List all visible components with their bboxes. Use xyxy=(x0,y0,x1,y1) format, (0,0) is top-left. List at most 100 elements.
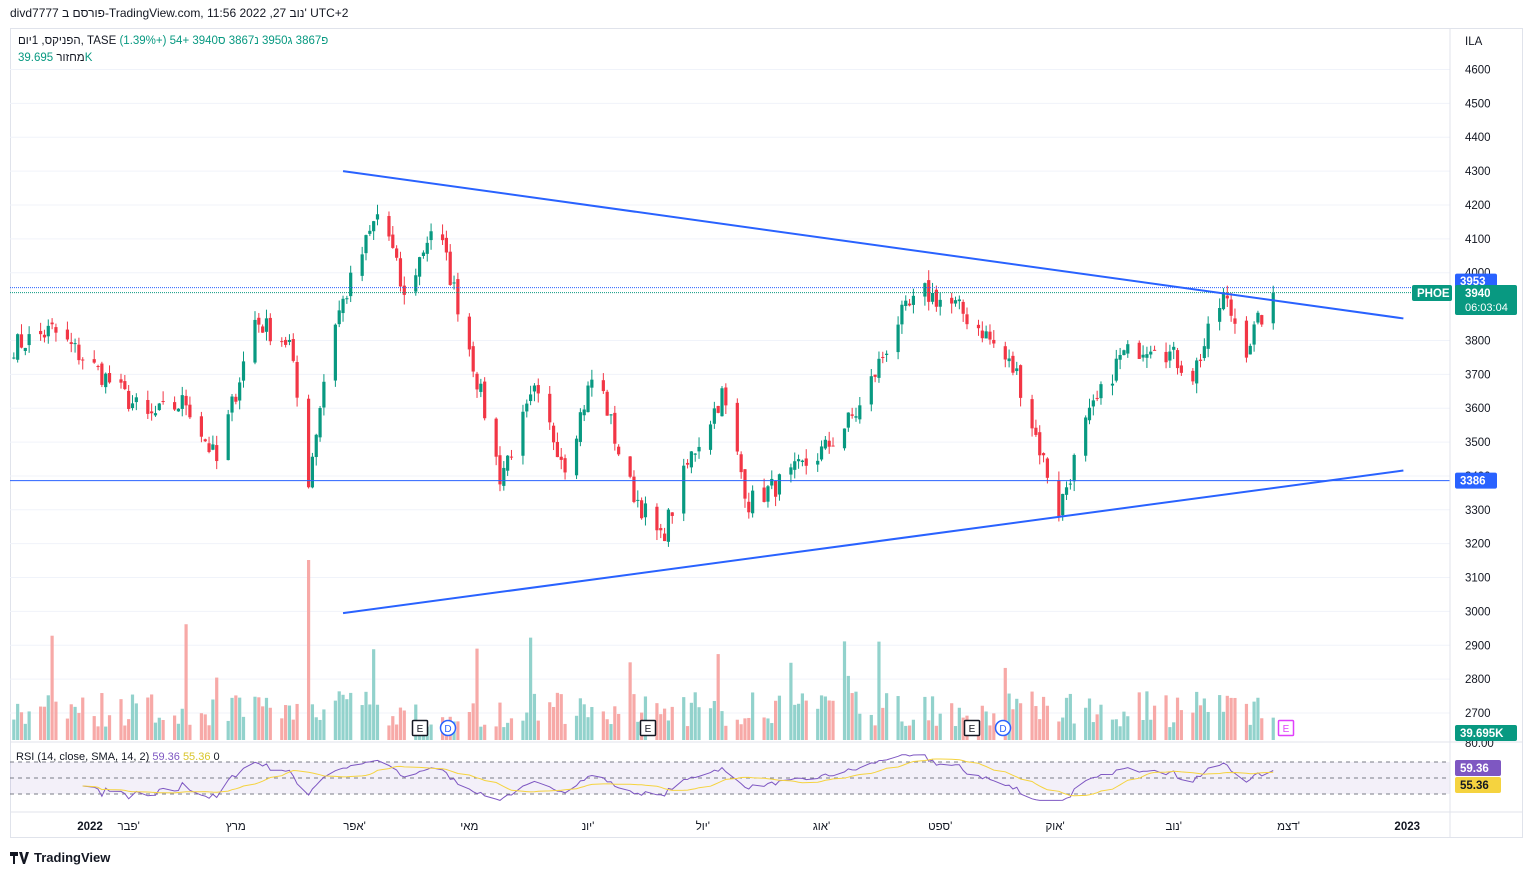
volume-bar xyxy=(904,725,908,740)
volume-bar xyxy=(372,649,376,740)
legend-low: נ3867 xyxy=(228,35,259,47)
price-tick: 3000 xyxy=(1465,606,1491,618)
candle-body xyxy=(521,411,525,456)
volume-legend: מחזור 39.695K xyxy=(18,52,92,64)
volume-bar xyxy=(551,706,556,740)
candle-body xyxy=(1087,407,1092,421)
volume-bar xyxy=(1041,696,1046,740)
candle-body xyxy=(555,441,560,458)
volume-bar xyxy=(310,704,315,740)
candle-body xyxy=(896,324,900,353)
candle-body xyxy=(885,353,889,355)
volume-bar xyxy=(1256,697,1260,740)
time-tick: אפר' xyxy=(343,821,366,833)
dividend-marker[interactable]: D xyxy=(994,719,1012,737)
volume-bar xyxy=(1248,724,1252,740)
volume-bar xyxy=(831,700,835,740)
candle-body xyxy=(1141,354,1145,358)
rsi-sma-badge: 55.36 xyxy=(1455,777,1501,793)
volume-bar xyxy=(1095,714,1099,740)
volume-bars xyxy=(12,560,1275,740)
ohlc-legend: הפניקס, 1יום, TASE פ3867 ג3950 נ3867 ס39… xyxy=(18,35,328,47)
candle-body xyxy=(509,456,514,458)
volume-bar xyxy=(1045,705,1049,740)
volume-bar xyxy=(123,725,127,740)
candle-body xyxy=(215,445,219,462)
candle-body xyxy=(923,283,927,297)
candle-body xyxy=(387,216,391,237)
candle-body xyxy=(770,478,774,486)
candle-body xyxy=(777,474,782,495)
volume-bar xyxy=(842,641,847,740)
volume-bar xyxy=(119,699,123,740)
volume-bar xyxy=(751,692,755,740)
volume-bar xyxy=(1229,697,1233,740)
volume-bar xyxy=(375,704,380,740)
candle-body xyxy=(100,363,104,385)
volume-bar xyxy=(188,724,192,740)
candle-body xyxy=(957,299,961,302)
candle-body xyxy=(448,251,452,285)
legend-change: +54 (+1.39%) xyxy=(119,35,190,47)
candle-body xyxy=(349,272,353,297)
candle-body xyxy=(65,329,70,340)
volume-bar xyxy=(39,706,43,740)
candle-body xyxy=(1229,299,1233,316)
candle-body xyxy=(440,234,445,241)
earnings-marker[interactable]: E xyxy=(963,719,981,737)
candle-body xyxy=(1252,324,1256,345)
volume-bar xyxy=(559,694,563,740)
candle-body xyxy=(452,282,456,284)
volume-bar xyxy=(1202,698,1206,740)
volume-bar xyxy=(670,706,674,740)
volume-bar xyxy=(1225,695,1229,740)
symbol-badge: PHOE xyxy=(1412,285,1452,302)
volume-bar xyxy=(1191,712,1195,740)
volume-bar xyxy=(628,662,632,740)
candle-body xyxy=(605,391,609,416)
candle-body xyxy=(364,235,368,254)
candle-body xyxy=(456,279,460,315)
last-price-badge: 3940 06:03:04 xyxy=(1455,285,1517,316)
lower-trendline[interactable] xyxy=(342,469,1404,615)
candle-body xyxy=(1038,432,1042,456)
volume-bar xyxy=(896,696,900,740)
candle-body xyxy=(345,298,349,300)
price-tick: 3100 xyxy=(1465,573,1491,585)
volume-bar xyxy=(280,718,284,740)
candle-body xyxy=(735,402,739,452)
volume-label: מחזור xyxy=(56,52,85,64)
dividend-marker[interactable]: D xyxy=(439,719,457,737)
volume-bar xyxy=(360,705,364,740)
candle-body xyxy=(1149,351,1153,355)
candle-body xyxy=(934,289,938,307)
candle-body xyxy=(666,509,671,542)
chart-frame[interactable] xyxy=(10,28,1523,838)
upper-trendline[interactable] xyxy=(342,170,1404,320)
candle-body xyxy=(682,465,686,514)
candle-body xyxy=(900,304,904,325)
volume-bar xyxy=(264,697,269,740)
candle-body xyxy=(1114,358,1118,381)
volume-bar xyxy=(804,700,808,740)
volume-bar xyxy=(582,704,586,740)
candle-body xyxy=(1145,354,1149,358)
earnings-marker[interactable]: E xyxy=(639,719,657,737)
volume-bar xyxy=(1260,718,1264,740)
candle-body xyxy=(360,254,364,276)
volume-bar xyxy=(1179,710,1183,740)
volume-bar xyxy=(467,711,471,740)
candle-body xyxy=(1061,493,1065,516)
volume-bar xyxy=(774,700,778,740)
earnings-marker[interactable]: E xyxy=(1277,719,1295,737)
volume-bar xyxy=(521,720,525,740)
price-tick: 3200 xyxy=(1465,539,1491,551)
volume-bar xyxy=(1068,693,1072,740)
volume-bar xyxy=(953,726,958,740)
candle-body xyxy=(582,409,586,416)
earnings-marker[interactable]: E xyxy=(411,719,429,737)
volume-bar xyxy=(287,705,292,740)
volume-bar xyxy=(708,708,713,740)
candle-body xyxy=(640,500,644,519)
